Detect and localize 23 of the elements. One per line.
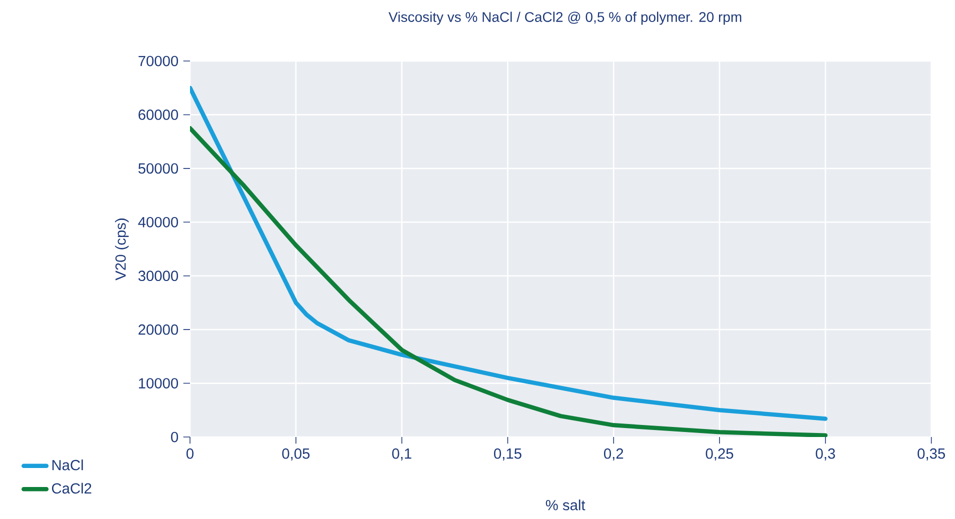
x-tick-label: 0,1 <box>392 448 412 460</box>
legend-label: CaCl2 <box>52 482 92 494</box>
chart-title: Viscosity vs % NaCl / CaCl2 @ 0,5 % of polymer. 20 rpm <box>388 12 742 25</box>
y-tick-label: 50000 <box>138 163 178 174</box>
line-series <box>190 126 828 437</box>
x-tick-label: 0 <box>186 448 194 459</box>
y-tick-label: 70000 <box>138 56 178 66</box>
y-tick-label: 30000 <box>138 270 178 282</box>
y-tick-label: 20000 <box>138 324 178 335</box>
legend-label: NaCl <box>52 460 83 470</box>
y-tick-label: 40000 <box>138 216 178 228</box>
x-tick-label: 0,05 <box>282 448 310 460</box>
line-series <box>190 86 828 421</box>
x-axis-title: % salt <box>546 500 586 510</box>
y-tick-label: 0 <box>171 432 178 442</box>
y-tick-label: 60000 <box>138 110 178 120</box>
y-axis-title: V20 (cps) <box>115 218 129 280</box>
y-tick-label: 10000 <box>138 378 178 388</box>
x-tick-label: 0,2 <box>604 448 624 460</box>
x-tick-label: 0,3 <box>816 448 835 460</box>
x-tick-label: 0,15 <box>494 448 522 460</box>
x-tick-label: 0,35 <box>918 448 945 460</box>
x-tick-label: 0,25 <box>706 448 734 460</box>
